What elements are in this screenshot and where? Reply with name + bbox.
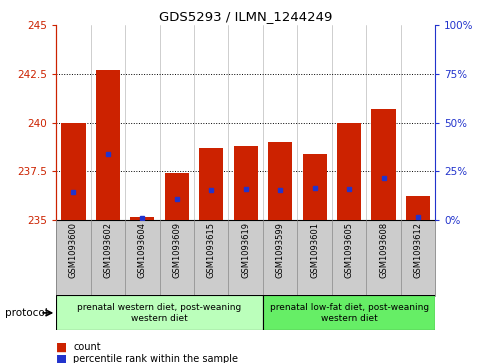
Text: GSM1093605: GSM1093605 bbox=[344, 222, 353, 278]
Bar bbox=[164, 173, 188, 220]
Text: ■: ■ bbox=[56, 341, 67, 354]
Text: GSM1093604: GSM1093604 bbox=[138, 222, 146, 278]
Bar bbox=[233, 146, 257, 220]
Bar bbox=[405, 196, 429, 220]
Bar bbox=[56, 295, 263, 330]
Text: GSM1093599: GSM1093599 bbox=[275, 222, 284, 278]
Bar bbox=[336, 122, 361, 220]
Text: prenatal low-fat diet, post-weaning
western diet: prenatal low-fat diet, post-weaning west… bbox=[269, 303, 428, 323]
Bar bbox=[96, 70, 120, 220]
Bar bbox=[199, 148, 223, 220]
Text: GSM1093612: GSM1093612 bbox=[413, 222, 422, 278]
Text: GSM1093600: GSM1093600 bbox=[69, 222, 78, 278]
Bar bbox=[267, 142, 292, 220]
Text: count: count bbox=[73, 342, 101, 352]
Text: GSM1093615: GSM1093615 bbox=[206, 222, 215, 278]
Text: prenatal western diet, post-weaning
western diet: prenatal western diet, post-weaning west… bbox=[77, 303, 241, 323]
Text: percentile rank within the sample: percentile rank within the sample bbox=[73, 354, 238, 363]
Title: GDS5293 / ILMN_1244249: GDS5293 / ILMN_1244249 bbox=[159, 10, 332, 23]
Text: GSM1093601: GSM1093601 bbox=[309, 222, 319, 278]
Text: ■: ■ bbox=[56, 353, 67, 363]
Bar bbox=[61, 122, 85, 220]
Bar bbox=[130, 217, 154, 220]
Bar bbox=[371, 109, 395, 220]
Text: protocol: protocol bbox=[5, 308, 47, 318]
Text: GSM1093608: GSM1093608 bbox=[378, 222, 387, 278]
Text: GSM1093619: GSM1093619 bbox=[241, 222, 250, 278]
Text: GSM1093609: GSM1093609 bbox=[172, 222, 181, 278]
Text: GSM1093602: GSM1093602 bbox=[103, 222, 112, 278]
Bar bbox=[302, 154, 326, 220]
Bar bbox=[263, 295, 434, 330]
